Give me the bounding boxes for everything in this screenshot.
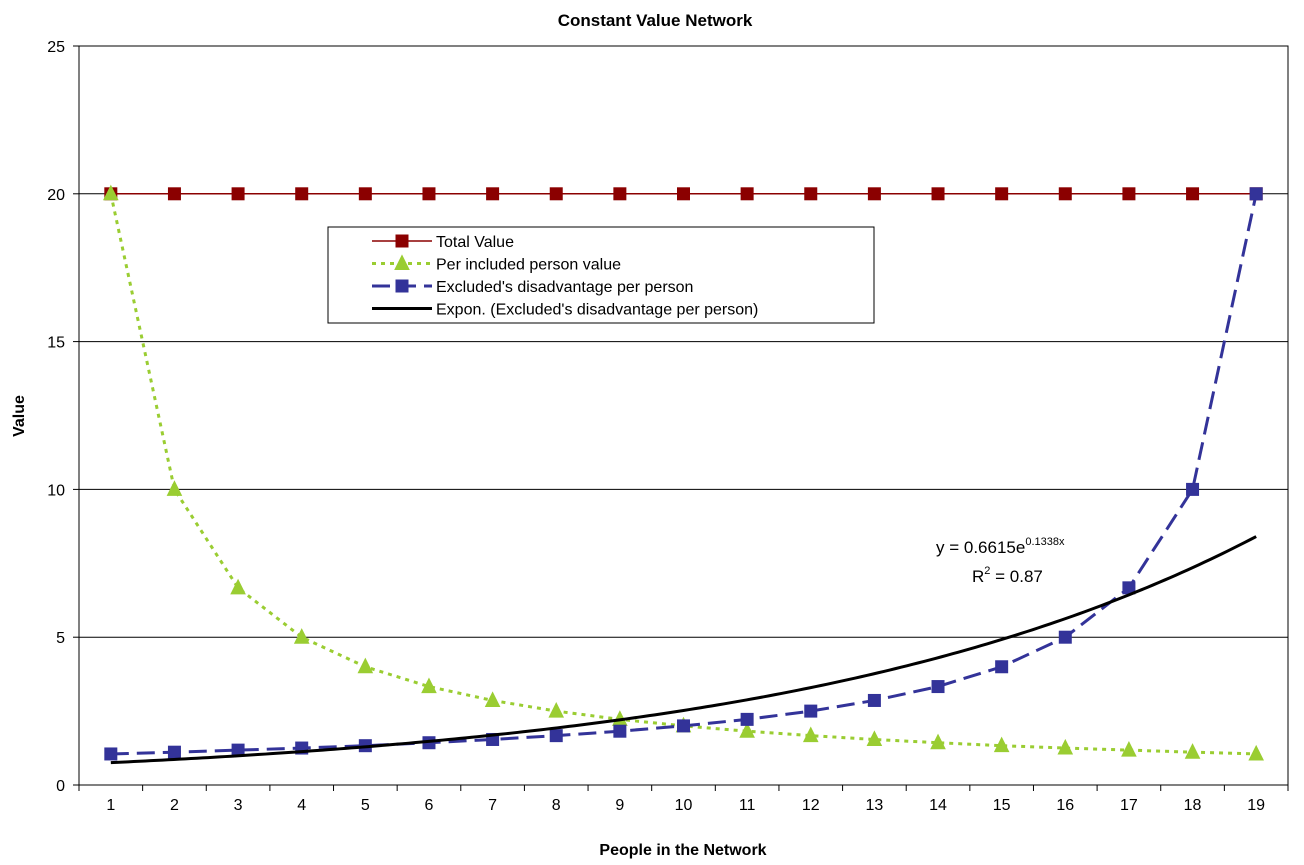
series-total-value <box>104 187 1263 201</box>
data-point <box>995 187 1009 201</box>
x-tick-label: 1 <box>106 797 115 814</box>
legend-label: Per included person value <box>436 257 621 274</box>
data-point <box>613 724 627 738</box>
data-point <box>867 187 881 201</box>
legend-marker <box>395 234 409 248</box>
data-point <box>613 187 627 201</box>
data-point <box>104 747 118 761</box>
data-point <box>1249 187 1263 201</box>
data-point <box>548 701 565 718</box>
y-tick-label: 10 <box>47 482 65 499</box>
x-tick-label: 9 <box>615 797 624 814</box>
x-tick-label: 8 <box>552 797 561 814</box>
legend-item: Expon. (Excluded's disadvantage per pers… <box>372 302 758 319</box>
legend-marker <box>394 254 410 270</box>
data-point <box>1058 630 1072 644</box>
x-tick-label: 11 <box>739 797 756 814</box>
data-point <box>804 187 818 201</box>
data-point <box>103 184 119 201</box>
data-point <box>1186 482 1200 496</box>
x-tick-label: 17 <box>1120 797 1138 814</box>
data-point <box>1186 187 1200 201</box>
data-point <box>1058 187 1072 201</box>
data-point <box>166 480 183 496</box>
data-point <box>295 187 309 201</box>
legend-item: Total Value <box>372 234 514 251</box>
y-tick-label: 15 <box>47 335 65 352</box>
legend-label: Excluded's disadvantage per person <box>436 279 693 296</box>
data-point <box>802 726 819 743</box>
x-tick-label: 6 <box>425 797 434 814</box>
data-point <box>740 187 754 201</box>
data-point <box>484 691 501 707</box>
y-axis-title: Value <box>11 395 28 437</box>
x-tick-label: 14 <box>929 797 947 814</box>
x-tick-label: 15 <box>993 797 1011 814</box>
x-tick-label: 10 <box>675 797 693 814</box>
data-point <box>422 187 436 201</box>
data-point <box>1122 187 1136 201</box>
data-point <box>993 736 1010 753</box>
x-axis-title: People in the Network <box>599 842 766 859</box>
legend-item: Excluded's disadvantage per person <box>372 279 693 296</box>
data-point <box>358 187 372 201</box>
trendline-r-squared: R2 = 0.87 <box>972 565 1043 586</box>
data-point <box>930 733 946 750</box>
data-point <box>230 578 246 595</box>
x-axis: 1 2 3 4 5 6 7 8 9 10 11 12 13 14 15 16 17 18 19 <box>78 785 1289 814</box>
x-tick-label: 5 <box>361 797 370 814</box>
y-axis: 0 5 10 15 20 25 <box>47 39 79 795</box>
x-tick-label: 7 <box>488 797 497 814</box>
data-point <box>421 677 437 694</box>
data-point <box>1121 741 1137 757</box>
y-tick-label: 0 <box>56 778 65 795</box>
data-point <box>486 187 500 201</box>
x-tick-label: 16 <box>1056 797 1074 814</box>
data-point <box>931 187 945 201</box>
data-point <box>293 628 310 644</box>
x-tick-label: 12 <box>802 797 820 814</box>
data-point <box>677 719 690 733</box>
data-point <box>357 657 374 674</box>
data-point <box>740 712 754 726</box>
y-tick-label: 20 <box>47 187 65 204</box>
y-tick-label: 5 <box>56 630 65 647</box>
data-point <box>739 722 755 738</box>
series-expon-excluded-s-disadvantage-per-person <box>110 535 1257 765</box>
legend-item: Per included person value <box>372 254 621 274</box>
plot-area <box>78 45 1289 786</box>
legend: Total Value Per included person value Excl… <box>327 226 875 324</box>
data-point <box>1184 743 1201 759</box>
x-tick-label: 13 <box>865 797 883 814</box>
data-point <box>549 729 563 743</box>
data-point <box>866 730 883 746</box>
legend-label: Expon. (Excluded's disadvantage per pers… <box>436 302 758 319</box>
x-tick-label: 18 <box>1184 797 1202 814</box>
legend-marker <box>395 279 409 293</box>
data-point <box>549 187 563 201</box>
x-tick-label: 3 <box>234 797 243 814</box>
x-tick-label: 19 <box>1247 797 1265 814</box>
x-tick-label: 2 <box>170 797 179 814</box>
trendline-equation: y = 0.6615e0.1338x <box>936 536 1065 557</box>
legend-label: Total Value <box>436 234 514 251</box>
trendline-annotation: y = 0.6615e0.1338x R2 = 0.87 <box>936 536 1065 586</box>
data-point <box>167 745 181 759</box>
y-tick-label: 25 <box>47 39 65 56</box>
data-point <box>1057 738 1074 755</box>
data-point <box>167 187 181 201</box>
data-point <box>995 660 1009 674</box>
data-point <box>867 693 881 707</box>
x-tick-label: 4 <box>297 797 306 814</box>
data-point <box>677 187 690 201</box>
data-point <box>1248 744 1264 761</box>
data-point <box>231 187 245 201</box>
series-layer <box>103 184 1264 765</box>
data-point <box>804 704 818 718</box>
chart-title: Constant Value Network <box>558 11 753 30</box>
trendline <box>110 535 1257 765</box>
data-point <box>931 680 945 694</box>
